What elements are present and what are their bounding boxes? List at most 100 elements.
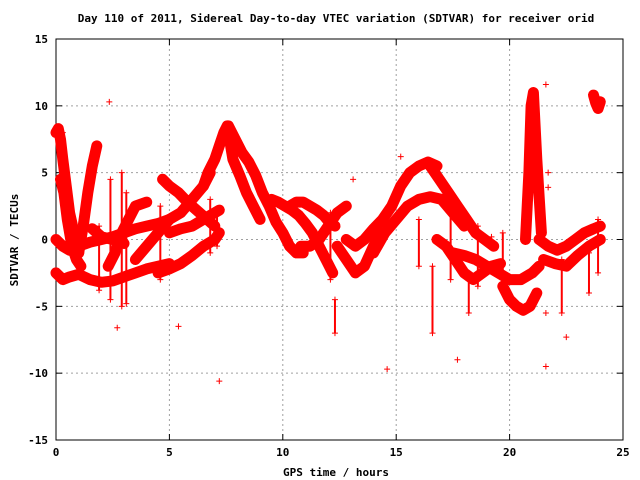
data-point (302, 220, 309, 227)
outlier-point (216, 378, 223, 385)
x-tick-label: 5 (166, 446, 173, 459)
data-point (59, 176, 66, 183)
y-tick-label: 5 (41, 167, 48, 180)
data-point (479, 269, 486, 276)
data-point (370, 249, 377, 256)
data-point (415, 263, 422, 270)
data-point (443, 243, 450, 250)
data-point (177, 209, 184, 216)
data-point (320, 212, 327, 219)
data-point (517, 276, 524, 283)
data-point (214, 209, 221, 216)
data-point (77, 263, 84, 270)
data-point (53, 269, 59, 276)
data-point (59, 276, 66, 283)
data-point (66, 273, 73, 280)
data-point (300, 199, 307, 206)
data-point (585, 289, 592, 296)
data-point (445, 189, 452, 196)
data-point (87, 276, 94, 283)
data-point (533, 156, 540, 163)
data-point (64, 216, 71, 223)
data-point (225, 129, 232, 136)
data-point (590, 92, 597, 99)
data-point (157, 203, 164, 210)
data-point (275, 199, 282, 206)
data-point (202, 215, 209, 222)
data-point (506, 276, 513, 283)
data-point (415, 162, 422, 169)
data-point (87, 239, 94, 246)
y-tick-label: -5 (35, 300, 48, 313)
data-point (379, 216, 386, 223)
data-point (96, 287, 103, 294)
data-point (572, 236, 579, 243)
data-point (528, 102, 535, 109)
data-track (222, 120, 309, 259)
data-point (506, 296, 513, 303)
data-point (545, 243, 552, 250)
data-point (434, 236, 441, 243)
data-point (415, 196, 422, 203)
outlier-point (384, 366, 391, 373)
y-axis-label: SDTVAR / TECUs (8, 194, 21, 287)
data-point (595, 269, 602, 276)
y-tick-label: 0 (41, 234, 48, 247)
chart-title: Day 110 of 2011, Sidereal Day-to-day VTE… (78, 12, 595, 25)
data-point (404, 203, 411, 210)
data-point (427, 162, 434, 169)
data-point (495, 269, 502, 276)
data-point (454, 203, 461, 210)
data-point (558, 310, 565, 317)
data-track (497, 280, 543, 316)
data-point (597, 98, 604, 105)
data-point (286, 203, 293, 210)
data-point (313, 207, 320, 214)
data-point (68, 243, 75, 250)
data-point (259, 189, 266, 196)
data-point (530, 89, 537, 96)
data-point (595, 216, 602, 223)
data-point (189, 223, 196, 230)
data-point (286, 243, 293, 250)
data-point (189, 252, 196, 259)
data-point (343, 203, 350, 210)
data-point (461, 252, 468, 259)
data-point (132, 269, 139, 276)
data-point (316, 236, 323, 243)
data-point (272, 219, 279, 226)
data-point (123, 189, 130, 196)
data-point (211, 156, 218, 163)
data-point (75, 271, 82, 278)
data-point (250, 203, 257, 210)
data-track (533, 220, 606, 256)
data-point (107, 176, 114, 183)
x-tick-label: 20 (503, 446, 516, 459)
data-track (102, 196, 153, 272)
outlier-point (175, 323, 182, 330)
data-point (53, 236, 59, 243)
outlier-point (542, 81, 549, 88)
data-point (123, 300, 130, 307)
data-point (193, 207, 200, 214)
data-point (436, 176, 443, 183)
data-points (50, 81, 606, 385)
data-point (481, 236, 488, 243)
outlier-point (563, 334, 570, 341)
x-tick-label: 15 (390, 446, 403, 459)
outlier-point (545, 184, 552, 191)
data-point (483, 263, 490, 270)
data-point (257, 216, 264, 223)
data-point (143, 265, 150, 272)
data-point (397, 183, 404, 190)
data-track (520, 87, 547, 245)
outlier-point (488, 233, 495, 240)
x-ticks: 0 5 10 15 20 25 (53, 39, 630, 459)
data-point (107, 296, 114, 303)
data-point (554, 247, 561, 254)
data-point (499, 229, 506, 236)
data-point (143, 199, 150, 206)
data-point (581, 229, 588, 236)
data-point (214, 243, 221, 250)
data-point (207, 196, 214, 203)
